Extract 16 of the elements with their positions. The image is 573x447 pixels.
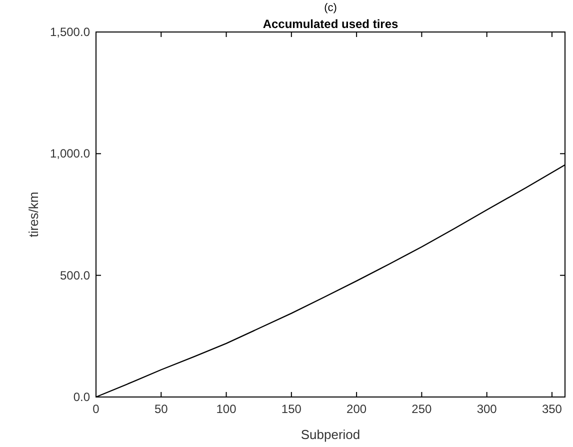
y-tick-label: 500.0: [60, 268, 90, 282]
x-tick-label: 0: [92, 402, 100, 416]
x-tick-label: 350: [542, 402, 562, 416]
x-tick-label: 50: [154, 402, 168, 416]
y-axis-title: tires/km: [26, 192, 41, 238]
y-tick-label: 1,000.0: [50, 146, 90, 161]
x-tick-label: 250: [412, 402, 432, 416]
x-axis-title: Subperiod: [300, 427, 360, 442]
x-tick-label: 200: [346, 402, 367, 416]
x-tick-label: 300: [476, 402, 498, 416]
x-tick-label: 150: [281, 402, 302, 416]
y-tick-label: 0.0: [73, 390, 90, 404]
text: (c): [324, 2, 337, 14]
x-tick-label: 100: [216, 402, 237, 416]
y-tick-label: 1,500.0: [50, 25, 90, 39]
chart-title: Accumulated used tires: [262, 17, 399, 31]
